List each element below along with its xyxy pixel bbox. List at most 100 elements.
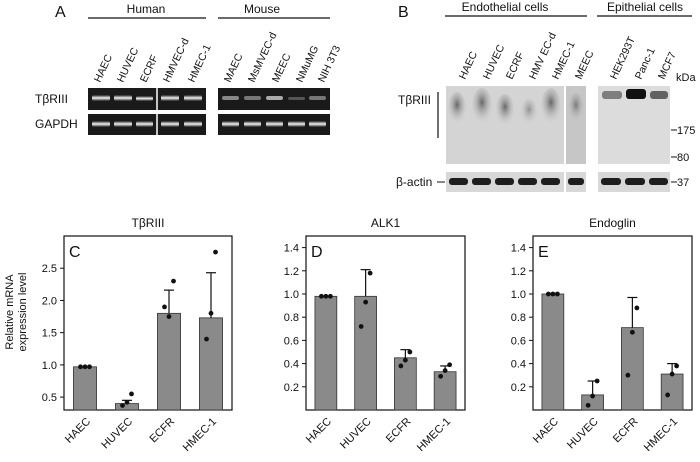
data-point (358, 324, 364, 329)
data-point (629, 329, 635, 335)
y-tick-label: 0.8 (511, 312, 526, 324)
panel-a: A Human Mouse HAEC HUVEC ECRF HMVEC-d HM… (35, 2, 343, 135)
data-point (438, 373, 444, 379)
y-tick-label: 1.0 (42, 360, 57, 372)
data-point (674, 363, 680, 369)
bar (433, 371, 457, 411)
x-tick-label: HUVEC (565, 416, 601, 452)
epithelial-group-label: Epithelial cells (607, 0, 683, 14)
data-point (447, 362, 453, 368)
chart-title: Endoglin (589, 216, 636, 230)
x-tick-label: HMEC-1 (415, 416, 453, 454)
data-point (213, 249, 218, 255)
bar (199, 317, 223, 411)
x-tick-label: ECFR (611, 416, 641, 446)
data-point (204, 336, 209, 342)
x-tick-label: HAEC (304, 416, 334, 446)
y-tick-label: 0.4 (284, 359, 299, 371)
y-tick-label: 0.5 (42, 392, 57, 404)
bar (621, 327, 644, 411)
data-point (120, 403, 125, 408)
y-tick-label: 0.8 (284, 312, 299, 324)
data-point (367, 270, 373, 276)
gel-row-label-gapdh: GAPDH (35, 117, 78, 131)
plot-frame (63, 235, 233, 411)
plot-frame (532, 235, 693, 411)
panel-b-lanes: HAEC HUVEC ECRF HMV EC-d HMEC-1 MEEC HEK… (457, 31, 679, 82)
plot-frame (305, 235, 466, 411)
x-tick-label: HAEC (531, 416, 561, 446)
y-tick-label: 1.2 (511, 266, 526, 278)
blot-epi-actin-bands (601, 178, 668, 185)
data-point (625, 372, 631, 378)
data-point (166, 314, 172, 319)
data-point (87, 364, 92, 370)
data-point (407, 349, 413, 355)
blot-endo-actin-bands (449, 178, 584, 185)
panel-a-human-lanes: HAEC HUVEC ECRF HMVEC-d HMEC-1 (92, 36, 214, 84)
y-tick-label: 0.6 (511, 335, 526, 347)
y-axis-title-line1: Relative mRNA (4, 274, 16, 350)
y-tick-label: 1.2 (284, 266, 299, 278)
data-point (550, 291, 556, 297)
data-point (323, 293, 329, 299)
data-point (402, 357, 408, 363)
chart-panel-d: ALK1 D 0.2 0.4 0.6 0.8 1.0 1.2 1.4 HAEC HUVEC ECFR H… (284, 216, 466, 454)
blot-row-label-tbriii: TβRIII (398, 93, 431, 107)
panel-a-letter: A (55, 4, 66, 21)
lane-label: MAEC (222, 51, 246, 84)
y-tick-label: 1.0 (284, 289, 299, 301)
y-tick-label: 1.0 (511, 289, 526, 301)
gel-row-label-tbriii: TβRIII (35, 92, 68, 106)
data-point (318, 293, 324, 299)
panel-b-letter: B (398, 4, 409, 21)
x-tick-label: ECFR (384, 416, 414, 446)
panel-b: B Endothelial cells Epithelial cells HAE… (396, 0, 696, 192)
x-tick-label: HMEC-1 (642, 416, 680, 454)
data-point (442, 368, 448, 373)
lane-label: MEEC (270, 51, 294, 84)
gel-human-bands (92, 95, 202, 127)
data-point (129, 391, 134, 397)
data-point (171, 278, 176, 284)
data-point (363, 299, 369, 305)
marker-label: 80 (677, 152, 689, 164)
y-tick-label: 1.4 (511, 243, 526, 255)
data-point (82, 364, 88, 370)
data-point (669, 371, 675, 377)
y-tick-label: 2.0 (42, 295, 57, 307)
marker-label: 175 (677, 125, 695, 137)
x-tick-label: HAEC (63, 416, 93, 446)
data-point (162, 304, 167, 310)
lane-label: ECRF (138, 53, 161, 84)
data-point (665, 392, 671, 398)
chart-title: TβRIII (132, 216, 165, 230)
data-point (208, 310, 214, 316)
bar (73, 366, 97, 411)
molecular-weight-markers: 175 80 37 (671, 125, 695, 189)
data-point (545, 291, 551, 297)
bar (394, 357, 417, 411)
data-point (594, 378, 600, 384)
data-point (327, 293, 333, 299)
data-point (398, 363, 404, 369)
endothelial-group-label: Endothelial cells (462, 0, 549, 14)
kda-label: kDa (676, 72, 696, 84)
chart-panel-e: Endoglin E 0.2 0.4 0.6 0.8 1.0 1.2 1.4 HAEC HUVEC E… (511, 216, 693, 454)
marker-label: 37 (677, 177, 689, 189)
bar (354, 295, 377, 411)
data-point (634, 305, 640, 311)
y-tick-label: 0.6 (284, 335, 299, 347)
bar (157, 312, 181, 411)
lane-label: ECRF (504, 50, 527, 81)
data-point (124, 399, 130, 405)
mouse-group-label: Mouse (244, 2, 280, 16)
y-tick-label: 1.4 (284, 243, 299, 255)
bar (314, 295, 338, 411)
lane-label: Panc-1 (633, 46, 658, 81)
panel-letter: D (311, 244, 323, 261)
data-point (78, 364, 83, 370)
lane-label: MEEC (573, 48, 597, 81)
